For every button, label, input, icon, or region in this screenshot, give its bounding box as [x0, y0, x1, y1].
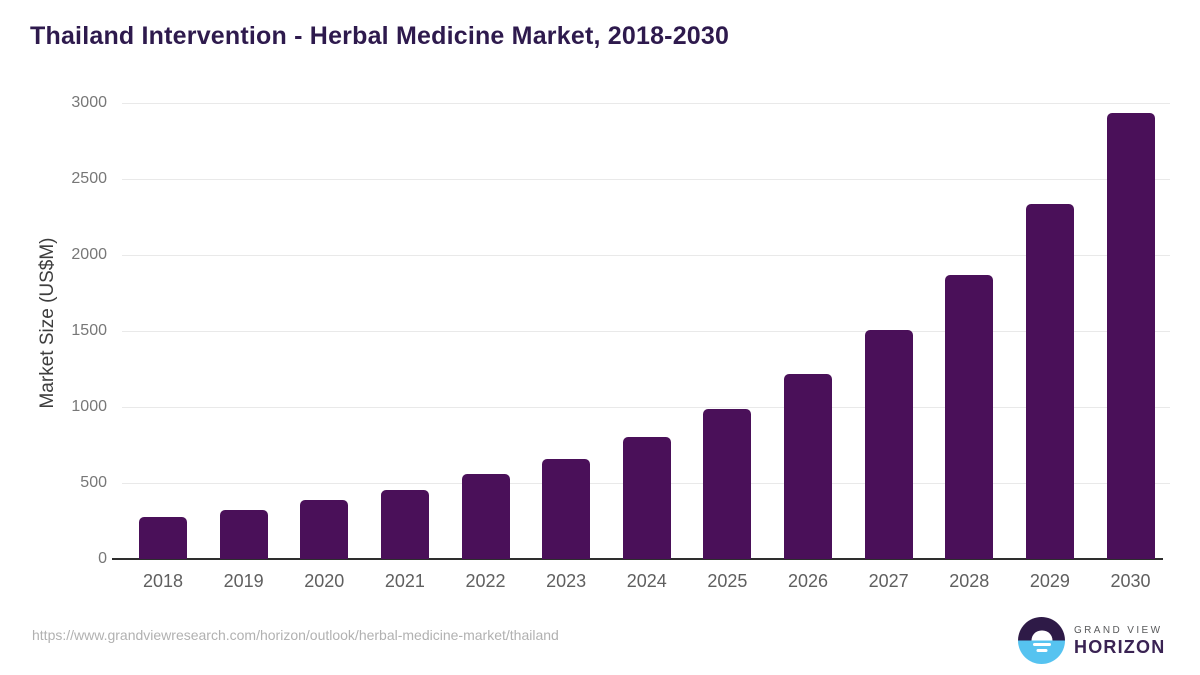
bar-2025: [703, 409, 752, 559]
y-axis-title: Market Size (US$M): [37, 237, 58, 409]
bar-2021: [380, 489, 429, 559]
x-tick-label-2024: 2024: [626, 571, 667, 591]
x-tick-label-2022: 2022: [465, 571, 506, 591]
bar-2024: [622, 437, 671, 559]
bar-2027: [864, 330, 913, 559]
grand-view-horizon-logo: GRAND VIEW HORIZON: [1018, 617, 1165, 664]
logo-product-name: HORIZON: [1074, 636, 1166, 657]
bar-2030: [1106, 112, 1155, 559]
bar-2020: [300, 500, 349, 559]
bar-2029: [1025, 204, 1074, 559]
logo-text: GRAND VIEW HORIZON: [1074, 624, 1165, 658]
gridline-1000: [122, 407, 1170, 408]
bar-2026: [784, 374, 832, 559]
y-tick-label-3000: 3000: [71, 94, 107, 111]
sun-dome-shape: [1031, 630, 1052, 641]
x-tick-label-2026: 2026: [787, 571, 829, 591]
x-tick-label-2023: 2023: [546, 571, 587, 591]
plot-area: 0 500 1000 1500 2000 2500 3000 2018 2019 2020 2021…: [71, 94, 1170, 591]
x-tick-label-2019: 2019: [223, 571, 264, 591]
logo-brand-name: GRAND VIEW: [1074, 624, 1163, 636]
bar-2028: [945, 274, 994, 559]
x-axis-line: [112, 558, 1163, 560]
y-tick-label-1500: 1500: [71, 322, 107, 339]
bar-2018: [139, 517, 187, 559]
x-tick-label-2028: 2028: [949, 571, 990, 591]
bar-2019: [219, 510, 268, 559]
x-tick-label-2018: 2018: [142, 571, 184, 591]
source-url: https://www.grandviewresearch.com/horizo…: [32, 627, 559, 643]
x-tick-label-2021: 2021: [384, 571, 425, 591]
y-tick-label-1000: 1000: [71, 398, 107, 415]
chart-title: Thailand Intervention - Herbal Medicine …: [30, 22, 730, 50]
y-tick-label-2000: 2000: [71, 246, 107, 263]
x-tick-label-2027: 2027: [868, 571, 909, 591]
water-ripple-shape: [1032, 642, 1051, 646]
gridline-2000: [122, 255, 1170, 256]
x-tick-label-2030: 2030: [1110, 571, 1151, 591]
water-ripple-shape: [1036, 648, 1047, 652]
bar-2023: [542, 458, 591, 559]
gridline-3000: [122, 103, 1170, 104]
gridline-1500: [122, 331, 1170, 332]
horizon-sun-logo-icon: [1018, 617, 1065, 664]
y-tick-label-0: 0: [98, 550, 107, 567]
y-tick-label-500: 500: [80, 474, 107, 491]
y-tick-label-2500: 2500: [71, 170, 107, 187]
bar-2022: [461, 473, 510, 559]
x-tick-label-2020: 2020: [304, 571, 345, 591]
x-tick-label-2025: 2025: [707, 571, 748, 591]
x-tick-label-2029: 2029: [1029, 571, 1070, 591]
gridline-2500: [122, 179, 1170, 180]
